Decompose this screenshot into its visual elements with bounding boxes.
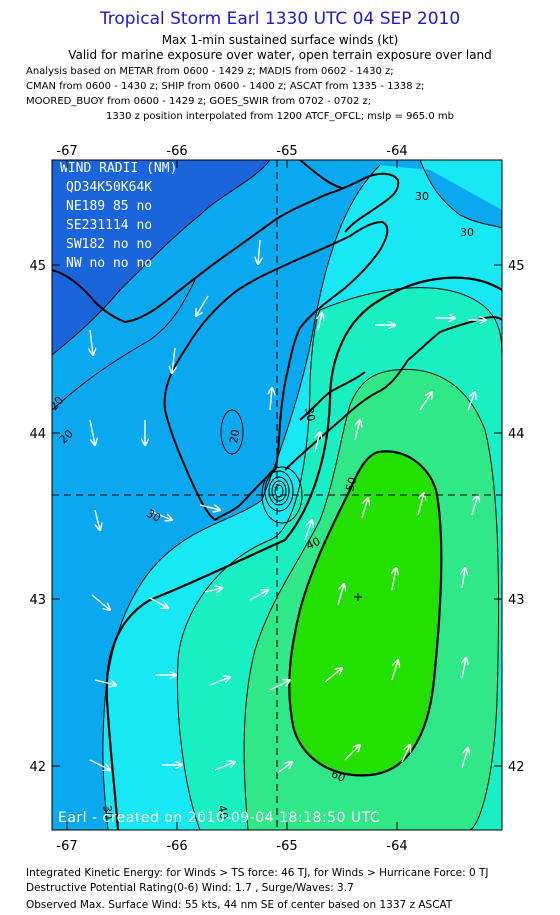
wind-field: 20 20 20 30 30 30 30 30 40 40 50 60 WIND… bbox=[52, 160, 502, 830]
wind-arrows bbox=[90, 239, 486, 776]
lon-label: -65 bbox=[276, 839, 297, 854]
ike-line: Integrated Kinetic Energy: for Winds > T… bbox=[26, 867, 489, 879]
threshold-contours bbox=[105, 276, 502, 830]
analysis-line-2: CMAN from 0600 - 1430 z; SHIP from 0600 … bbox=[26, 81, 425, 92]
dpr-line: Destructive Potential Rating(0-6) Wind: … bbox=[26, 882, 354, 894]
band-ge60 bbox=[289, 451, 442, 776]
map-subtitle: Max 1-min sustained surface winds (kt) bbox=[161, 33, 399, 47]
lat-label: 45 bbox=[29, 259, 46, 274]
lon-label: -66 bbox=[166, 839, 187, 854]
lat-label: 44 bbox=[29, 427, 46, 442]
wind-radii-row-sw: SW182 no no bbox=[66, 237, 152, 252]
contour-label: 30 bbox=[302, 406, 317, 422]
contour-lines bbox=[52, 160, 502, 830]
analysis-line-3: MOORED_BUOY from 0600 - 1429 z; GOES_SWI… bbox=[26, 96, 372, 107]
analysis-line-1: Analysis based on METAR from 0600 - 1429… bbox=[26, 66, 394, 77]
lat-label: 43 bbox=[508, 593, 525, 608]
validity-note: Valid for marine exposure over water, op… bbox=[68, 48, 492, 62]
contour-label: 20 bbox=[227, 428, 242, 444]
max-wind-marker bbox=[354, 593, 362, 601]
lat-label: 43 bbox=[29, 593, 46, 608]
lon-label: -65 bbox=[276, 144, 297, 159]
axis-ticks bbox=[52, 160, 502, 830]
wind-radii-row-ne: NE189 85 no bbox=[66, 199, 152, 214]
wind-radii-title: WIND RADII (NM) bbox=[60, 161, 177, 176]
wind-radii-row-se: SE231114 no bbox=[66, 218, 152, 233]
contour-label: 30 bbox=[100, 804, 115, 820]
wind-radii-row-nw: NW no no no bbox=[66, 256, 152, 271]
storm-center-crosshair bbox=[52, 160, 502, 830]
lon-label: -67 bbox=[56, 144, 77, 159]
contour-label: 40 bbox=[304, 535, 322, 553]
wind-radii-table: WIND RADII (NM) QD34K50K64K NE189 85 no … bbox=[60, 161, 177, 271]
lon-labels-top: -67 -66 -65 -64 bbox=[56, 144, 407, 159]
lon-label: -66 bbox=[166, 144, 187, 159]
contour-label: 30 bbox=[415, 190, 429, 203]
lon-label: -67 bbox=[56, 839, 77, 854]
credit-line: Earl - created on 2010-09-04 18:18:50 UT… bbox=[58, 810, 380, 826]
contour-label: 60 bbox=[329, 767, 347, 785]
lat-label: 44 bbox=[508, 427, 525, 442]
lon-labels-bottom: -67 -66 -65 -64 bbox=[56, 839, 407, 854]
map-title: Tropical Storm Earl 1330 UTC 04 SEP 2010 bbox=[99, 9, 461, 29]
contour-labels: 20 20 20 30 30 30 30 30 40 40 50 60 bbox=[52, 190, 474, 820]
contour-label: 40 bbox=[215, 804, 230, 820]
lon-label: -64 bbox=[386, 839, 407, 854]
map-frame bbox=[51, 159, 503, 831]
lat-label: 45 bbox=[508, 259, 525, 274]
lat-labels-right: 45 44 43 42 bbox=[508, 259, 525, 775]
contour-label: 50 bbox=[343, 476, 359, 493]
lat-label: 42 bbox=[508, 760, 525, 775]
wind-radii-header: QD34K50K64K bbox=[66, 180, 152, 195]
contour-label: 30 bbox=[144, 507, 163, 525]
position-note: 1330 z position interpolated from 1200 A… bbox=[106, 111, 454, 122]
lon-label: -64 bbox=[386, 144, 407, 159]
lat-label: 42 bbox=[29, 760, 46, 775]
contour-label: 30 bbox=[460, 226, 474, 239]
band-lt20 bbox=[52, 160, 270, 355]
lat-labels-left: 45 44 43 42 bbox=[29, 259, 46, 775]
observed-max-line: Observed Max. Surface Wind: 55 kts, 44 n… bbox=[26, 899, 453, 911]
